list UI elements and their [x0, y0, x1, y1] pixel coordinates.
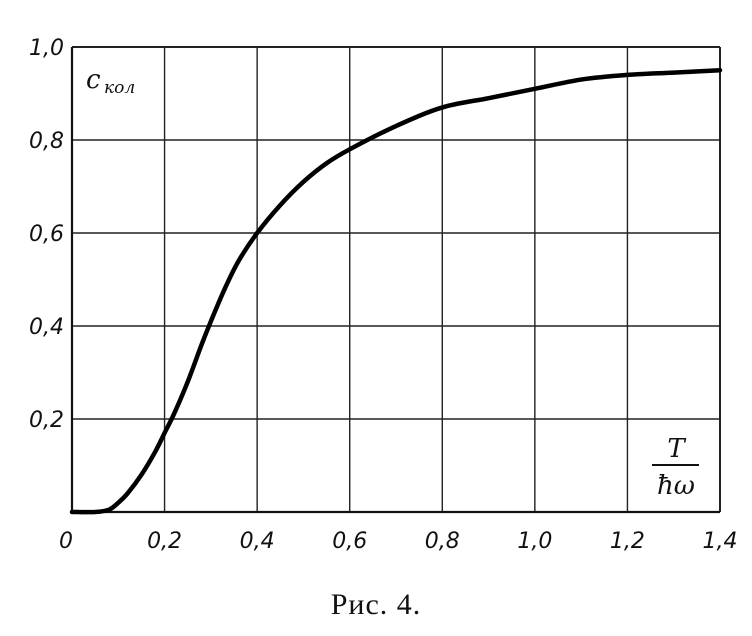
x-axis-label-numerator: T	[667, 434, 686, 464]
x-tick-label: 0,6	[332, 529, 367, 554]
y-tick-label: 1,0	[29, 36, 64, 61]
y-axis-label-main: c	[86, 65, 101, 95]
x-axis-label: T ħω	[652, 434, 699, 501]
x-tick-label: 1,2	[610, 529, 645, 554]
x-tick-label: 1,0	[517, 529, 552, 554]
tick-labels: 0 0,2 0,4 0,6 0,8 1,0 1,2 1,4 0,2 0,4 0,6 0,8 1,0	[29, 36, 738, 554]
x-tick-label: 0,2	[147, 529, 182, 554]
y-tick-label: 0,4	[29, 315, 64, 340]
x-tick-label: 0,8	[425, 529, 460, 554]
figure-caption: Рис. 4.	[330, 588, 422, 621]
y-tick-label: 0,8	[29, 129, 64, 154]
y-axis-label: c кол	[86, 65, 135, 98]
series-line	[69, 68, 723, 515]
x-tick-label: 0,4	[240, 529, 275, 554]
x-tick-label: 1,4	[703, 529, 738, 554]
x-tick-label: 0	[59, 529, 73, 554]
x-axis-label-denominator: ħω	[657, 471, 695, 501]
series-layer	[69, 68, 723, 515]
grid	[70, 46, 721, 514]
y-axis-label-sub: кол	[104, 78, 135, 98]
y-tick-label: 0,2	[29, 408, 64, 433]
y-tick-label: 0,6	[29, 222, 64, 247]
